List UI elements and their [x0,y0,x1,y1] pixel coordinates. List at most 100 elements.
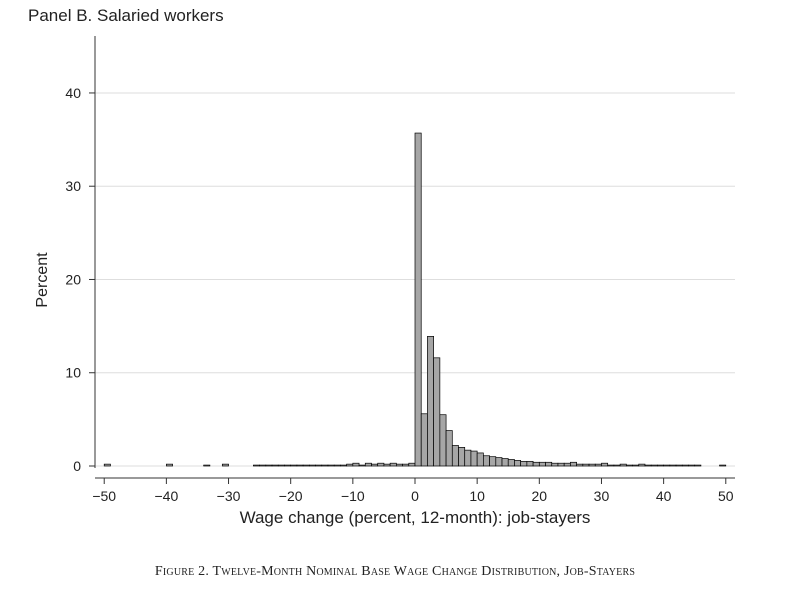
histogram-bar [632,464,640,467]
histogram-bar [507,459,515,467]
x-tick-label: 10 [469,488,485,504]
histogram-bar [389,462,397,467]
histogram-bar [650,464,658,467]
histogram-bar [103,463,111,467]
histogram-bar [563,462,571,467]
histogram-bar [464,449,472,467]
histogram-bar [594,463,602,467]
histogram-bar [327,464,335,467]
histogram-bar [495,457,503,467]
histogram-bar [451,445,459,467]
histogram-bar [489,456,497,467]
x-tick-label: 0 [411,488,419,504]
histogram-bar [445,430,453,467]
histogram-bar [358,464,366,467]
x-tick-label: −30 [217,488,241,504]
histogram-bar [501,458,509,467]
histogram-bar [663,464,671,467]
histogram-bar [514,460,522,467]
histogram-bar [675,464,683,467]
figure-caption: Figure 2. Twelve-Month Nominal Base Wage… [154,564,636,579]
x-axis-ticks: −50 −40 −30 −20 −10 0 10 20 30 40 50 [92,478,734,504]
x-tick-label: −10 [341,488,365,504]
x-tick-label: 30 [594,488,610,504]
histogram-bar [290,464,298,467]
histogram-bar [253,464,260,467]
histogram-bar [340,464,347,467]
histogram-bar [476,452,484,467]
histogram-bar [308,464,316,467]
y-tick-label: 20 [65,271,81,287]
y-tick-label: 0 [73,458,81,474]
histogram-bar [520,460,528,467]
histogram-bar [333,464,341,467]
histogram-bar [545,461,553,467]
histogram-bar [439,414,447,467]
histogram-bar [557,462,565,467]
histogram-bar [265,464,273,467]
histogram-bar [576,463,584,467]
histogram-bar [402,463,410,467]
histogram-bar [166,463,173,467]
histogram-bar [607,464,615,467]
y-axis-ticks: 0 10 20 30 40 [65,85,95,474]
histogram-bar [601,462,609,467]
histogram-bar [408,462,416,467]
y-tick-label: 30 [65,178,81,194]
histogram-bar [433,357,441,467]
x-tick-label: −50 [92,488,116,504]
histogram-bar [644,464,652,467]
histogram-bar [458,446,466,467]
histogram-bar [364,462,372,467]
x-tick-label: 50 [718,488,734,504]
x-tick-label: 40 [656,488,672,504]
x-tick-label: −20 [279,488,303,504]
x-tick-label: −40 [154,488,178,504]
histogram-bar [526,460,534,467]
histogram-bar [221,463,229,467]
histogram-bar [613,464,621,467]
histogram-bar [570,461,577,467]
histogram-bar [271,464,279,467]
x-axis-label: Wage change (percent, 12-month): job-sta… [240,508,591,527]
histogram-bar [420,413,428,467]
histogram-bar [551,462,559,467]
histogram-bar [470,450,478,467]
histogram-bar [383,463,391,467]
histogram-bar [582,463,590,467]
histogram-bar [483,455,490,467]
histogram-bar [284,464,292,467]
histogram-bar [277,464,285,467]
histogram-bar [315,464,323,467]
x-tick-label: 20 [532,488,548,504]
histogram-bar [588,463,596,467]
histogram-bar [538,461,546,467]
histogram-bar [427,336,434,467]
panel-title: Panel B. Salaried workers [28,6,224,25]
histogram-bar [346,463,354,467]
histogram-bar [296,464,304,467]
histogram-bar [532,461,540,467]
histogram-bar [414,132,422,467]
histogram-bar [396,463,403,467]
histogram-bar [681,464,689,467]
histogram-bar [719,464,727,467]
histogram-bar [657,464,664,467]
histogram-bar [371,463,379,467]
histogram-bar [321,464,329,467]
y-axis-label: Percent [34,252,51,308]
histogram-bar [619,463,627,467]
histogram-bar [302,464,310,467]
histogram-bar [203,464,211,467]
histogram-bar [669,464,677,467]
y-tick-label: 40 [65,85,81,101]
histogram-bar [352,462,360,467]
histogram-bars [103,132,727,467]
histogram-bar [638,463,646,467]
histogram-bar [377,462,385,467]
y-tick-label: 10 [65,365,81,381]
histogram-bar [259,464,267,467]
histogram-bar [625,464,633,467]
histogram-bar [688,464,696,467]
